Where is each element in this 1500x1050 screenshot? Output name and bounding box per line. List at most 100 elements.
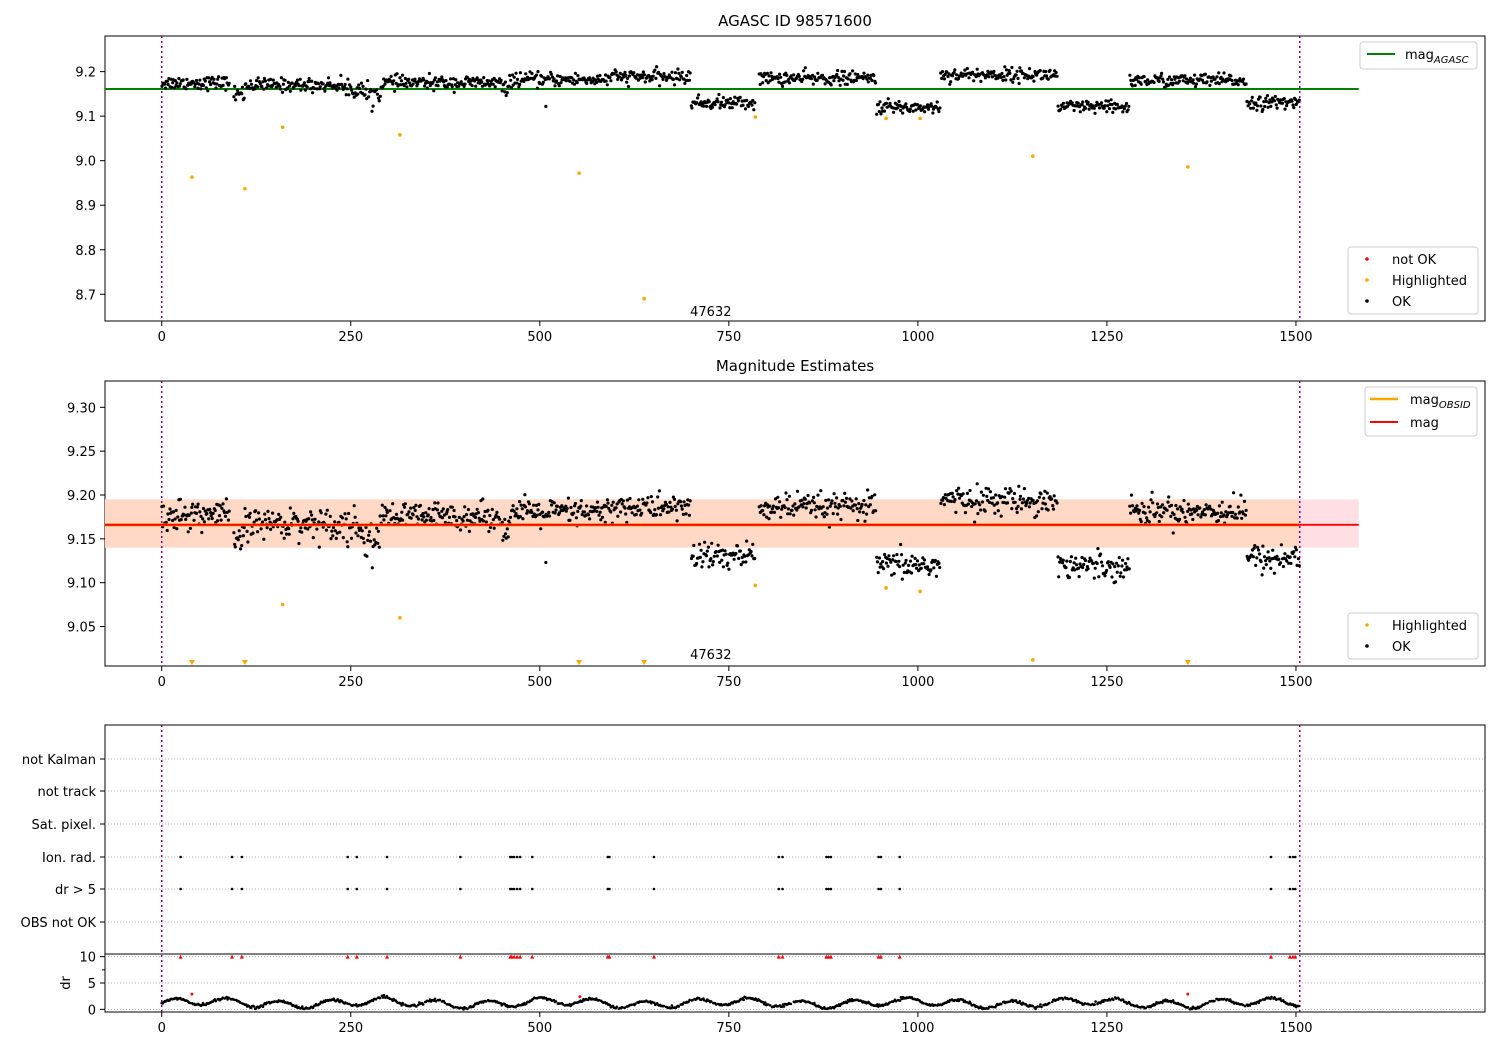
ok-point xyxy=(383,505,387,509)
dr-point xyxy=(764,1001,767,1004)
ok-point xyxy=(1256,545,1260,549)
ok-point xyxy=(933,558,937,563)
ok-point xyxy=(164,86,168,90)
ok-point xyxy=(813,508,817,512)
ok-point xyxy=(660,75,664,79)
ok-point xyxy=(1217,504,1222,508)
dr-point xyxy=(378,996,382,1000)
ok-point xyxy=(1038,69,1042,73)
dr-over-limit-marker xyxy=(1293,954,1298,959)
ok-point xyxy=(558,74,562,79)
ok-point xyxy=(553,84,557,88)
ok-point xyxy=(411,82,415,86)
ok-point xyxy=(505,91,509,95)
ok-point xyxy=(1262,100,1266,104)
ok-point xyxy=(217,514,222,518)
ok-point xyxy=(307,517,311,521)
ok-point xyxy=(224,88,228,92)
ok-point xyxy=(1099,101,1104,105)
flag-event-point xyxy=(898,855,902,859)
panel-3-frame xyxy=(104,724,1486,1013)
ok-point xyxy=(649,495,653,499)
x-tick-label: 250 xyxy=(338,1021,363,1036)
ok-point xyxy=(797,74,801,78)
ok-point xyxy=(248,79,253,83)
ok-point xyxy=(477,516,481,520)
ok-point xyxy=(382,518,386,522)
ok-point xyxy=(608,75,612,80)
ok-point xyxy=(1285,559,1289,563)
ok-point xyxy=(234,98,238,102)
ok-point xyxy=(875,560,880,564)
ok-point xyxy=(1155,511,1159,515)
ok-point xyxy=(568,518,572,522)
ok-point xyxy=(961,492,965,496)
ok-point xyxy=(764,79,768,83)
ok-point xyxy=(523,493,527,497)
ok-point xyxy=(489,82,493,86)
ok-point xyxy=(888,558,892,562)
ok-point xyxy=(641,497,645,501)
ok-point xyxy=(536,508,540,512)
ok-point xyxy=(240,85,244,89)
dr-point xyxy=(796,1000,799,1003)
ok-point xyxy=(950,491,954,495)
ok-point xyxy=(1160,71,1164,75)
dr-point xyxy=(1121,998,1125,1001)
ok-point xyxy=(718,560,722,565)
ok-point xyxy=(1191,517,1195,522)
ok-point xyxy=(1235,516,1239,520)
ok-point xyxy=(845,82,849,86)
ok-point xyxy=(762,504,767,508)
ok-point xyxy=(888,101,892,105)
ok-point xyxy=(1264,96,1268,100)
ok-point xyxy=(751,98,755,103)
ok-point xyxy=(717,92,721,97)
ok-point xyxy=(579,499,583,503)
ok-point xyxy=(650,500,655,504)
ok-point xyxy=(1135,504,1139,508)
ok-point xyxy=(176,515,180,519)
ok-point xyxy=(1260,573,1264,577)
ok-point xyxy=(437,511,441,515)
ok-point xyxy=(502,534,506,538)
ok-point xyxy=(382,77,386,81)
dr-point xyxy=(352,1003,355,1007)
ok-point xyxy=(1265,94,1270,98)
ok-point xyxy=(1209,507,1213,511)
ok-point xyxy=(611,500,615,504)
ok-point xyxy=(779,515,783,519)
ok-point xyxy=(424,511,428,515)
dr-point xyxy=(762,1000,765,1004)
ok-point xyxy=(1221,77,1225,81)
ok-point xyxy=(1061,558,1065,562)
ok-point xyxy=(553,511,557,515)
ok-point xyxy=(1261,544,1265,548)
dr-point xyxy=(650,1000,654,1004)
ok-point xyxy=(619,510,623,514)
dr-point xyxy=(1241,1003,1245,1007)
ok-point xyxy=(293,84,297,88)
ok-point xyxy=(698,555,702,560)
ok-point xyxy=(440,516,444,520)
ok-point xyxy=(376,541,380,545)
ok-point xyxy=(538,82,542,86)
ok-point xyxy=(267,517,271,521)
ok-point xyxy=(1288,555,1292,559)
ok-point xyxy=(979,508,983,512)
flag-event-point xyxy=(652,887,656,891)
ok-point xyxy=(776,77,780,81)
flag-event-point xyxy=(355,855,359,859)
ok-point xyxy=(1155,502,1160,506)
ok-point xyxy=(975,482,979,486)
ok-point xyxy=(288,89,292,93)
ok-point xyxy=(500,520,504,525)
dr-point xyxy=(454,1005,457,1009)
ok-point xyxy=(383,82,387,86)
ok-point xyxy=(842,504,846,508)
ok-point xyxy=(1259,560,1263,564)
ok-point xyxy=(1010,65,1014,70)
ok-point xyxy=(943,72,947,76)
ok-point xyxy=(473,515,478,520)
dr-point xyxy=(766,1003,770,1006)
